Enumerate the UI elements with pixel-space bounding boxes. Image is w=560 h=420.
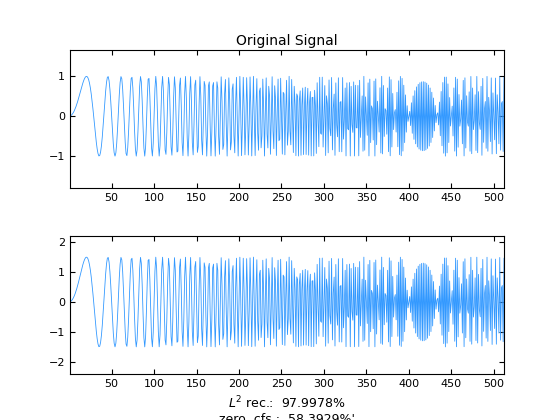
X-axis label: $L^2$ rec.:  97.9978%
zero  cfs.:  58.3929%': $L^2$ rec.: 97.9978% zero cfs.: 58.3929%…: [219, 394, 355, 420]
Title: Original Signal: Original Signal: [236, 34, 338, 48]
